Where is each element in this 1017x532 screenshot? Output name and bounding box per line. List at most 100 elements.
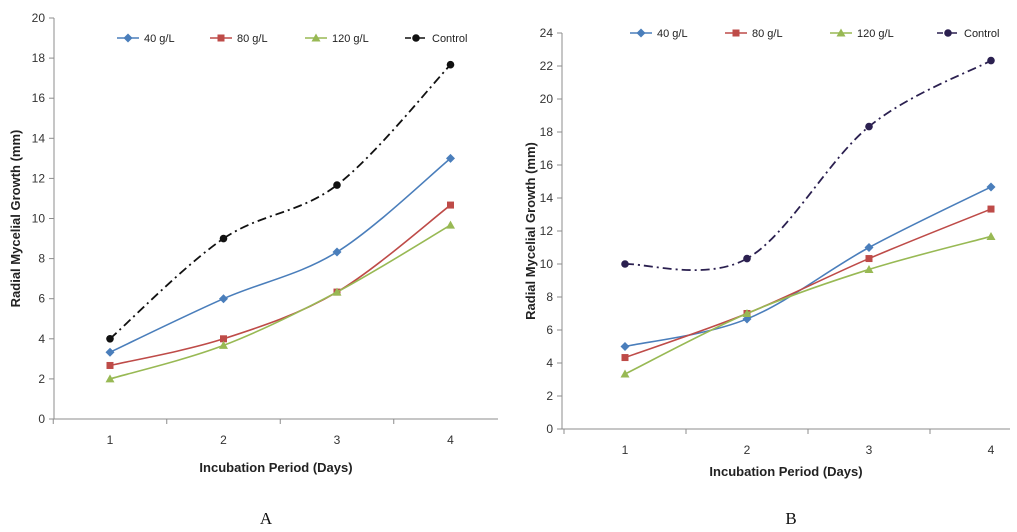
legend-entry: 120 g/L [830,28,894,40]
y-tick-label: 12 [540,224,554,238]
y-tick-label: 8 [546,290,553,304]
data-point [987,205,995,213]
data-point [446,60,455,69]
series-line [624,186,992,348]
y-tick-label: 4 [38,332,45,346]
x-tick-label: 3 [334,433,341,447]
legend-entry: 80 g/L [725,28,783,40]
y-tick-label: 4 [546,356,553,370]
data-point [220,335,227,343]
x-tick-label: 1 [622,443,629,457]
series-line [109,204,451,367]
y-tick-label: 14 [540,191,554,205]
data-point [742,309,752,317]
y-tick-label: 12 [32,171,46,185]
series-line [109,224,451,380]
legend-entry: 40 g/L [117,33,175,45]
data-point [105,347,115,357]
legend-entry: 120 g/L [305,33,369,45]
legend-marker [412,34,420,42]
x-tick-label: 2 [744,443,751,457]
series-control [621,56,995,271]
series-line [624,59,992,271]
x-axis-title: Incubation Period (Days) [199,460,352,475]
legend-marker [636,28,646,38]
y-tick-label: 20 [32,11,46,25]
legend-marker [732,29,740,37]
x-axis-title: Incubation Period (Days) [709,464,862,479]
y-tick-label: 10 [32,212,46,226]
y-tick-label: 24 [540,26,554,40]
data-point [865,122,873,131]
legend-marker [836,28,846,37]
legend-label: 40 g/L [144,33,175,45]
data-point [219,234,228,243]
y-axis-title: Radial Mycelial Growth (mm) [523,142,538,320]
x-tick-label: 4 [447,433,454,447]
data-point [446,153,455,163]
legend-label: Control [432,33,467,45]
y-tick-label: 0 [38,412,45,426]
legend-label: Control [964,28,999,40]
data-point [447,201,454,209]
y-tick-label: 16 [32,91,46,105]
series-line [109,64,452,340]
legend-label: 80 g/L [237,33,268,45]
y-tick-label: 0 [546,422,553,436]
legend-marker [123,33,133,43]
legend-entry: 40 g/L [630,28,688,40]
legend-entry: Control [937,28,999,40]
legend-marker [217,34,225,42]
x-tick-label: 1 [107,433,114,447]
y-tick-label: 2 [38,372,45,386]
data-point [446,220,455,229]
x-tick-label: 3 [866,443,873,457]
data-point [986,231,996,240]
y-tick-label: 22 [540,59,554,73]
legend-label: 80 g/L [752,28,783,40]
data-point [105,374,115,383]
data-point [986,182,996,192]
y-tick-label: 6 [38,292,45,306]
legend-label: 120 g/L [332,33,369,45]
data-point [621,260,629,268]
series-control [106,60,455,343]
data-point [106,335,114,343]
y-axis-title: Radial Mycelial Growth (mm) [8,130,23,308]
data-point [864,264,874,273]
data-point [620,342,630,351]
y-tick-label: 20 [540,92,554,106]
panel-label: A [260,509,273,528]
legend-marker [944,29,952,37]
data-point [620,369,630,378]
data-point [106,361,114,369]
panel-label: B [785,509,796,528]
y-tick-label: 8 [38,252,45,266]
data-point [219,294,228,304]
series-120-g-l [105,220,455,383]
legend-label: 40 g/L [657,28,688,40]
series-line [624,208,992,359]
data-point [332,247,342,257]
y-tick-label: 18 [540,125,554,139]
data-point [864,243,874,252]
series-line [109,157,452,353]
series-40-g-l [620,182,996,351]
y-tick-label: 10 [540,257,554,271]
data-point [987,56,995,65]
series-80-g-l [106,201,454,369]
legend-marker [311,33,321,42]
legend-entry: 80 g/L [210,33,268,45]
data-point [743,254,751,263]
data-point [332,287,342,296]
legend-label: 120 g/L [857,28,894,40]
y-tick-label: 2 [546,389,553,403]
y-tick-label: 18 [32,51,46,65]
series-40-g-l [105,153,455,357]
y-tick-label: 6 [546,323,553,337]
y-tick-label: 16 [540,158,554,172]
